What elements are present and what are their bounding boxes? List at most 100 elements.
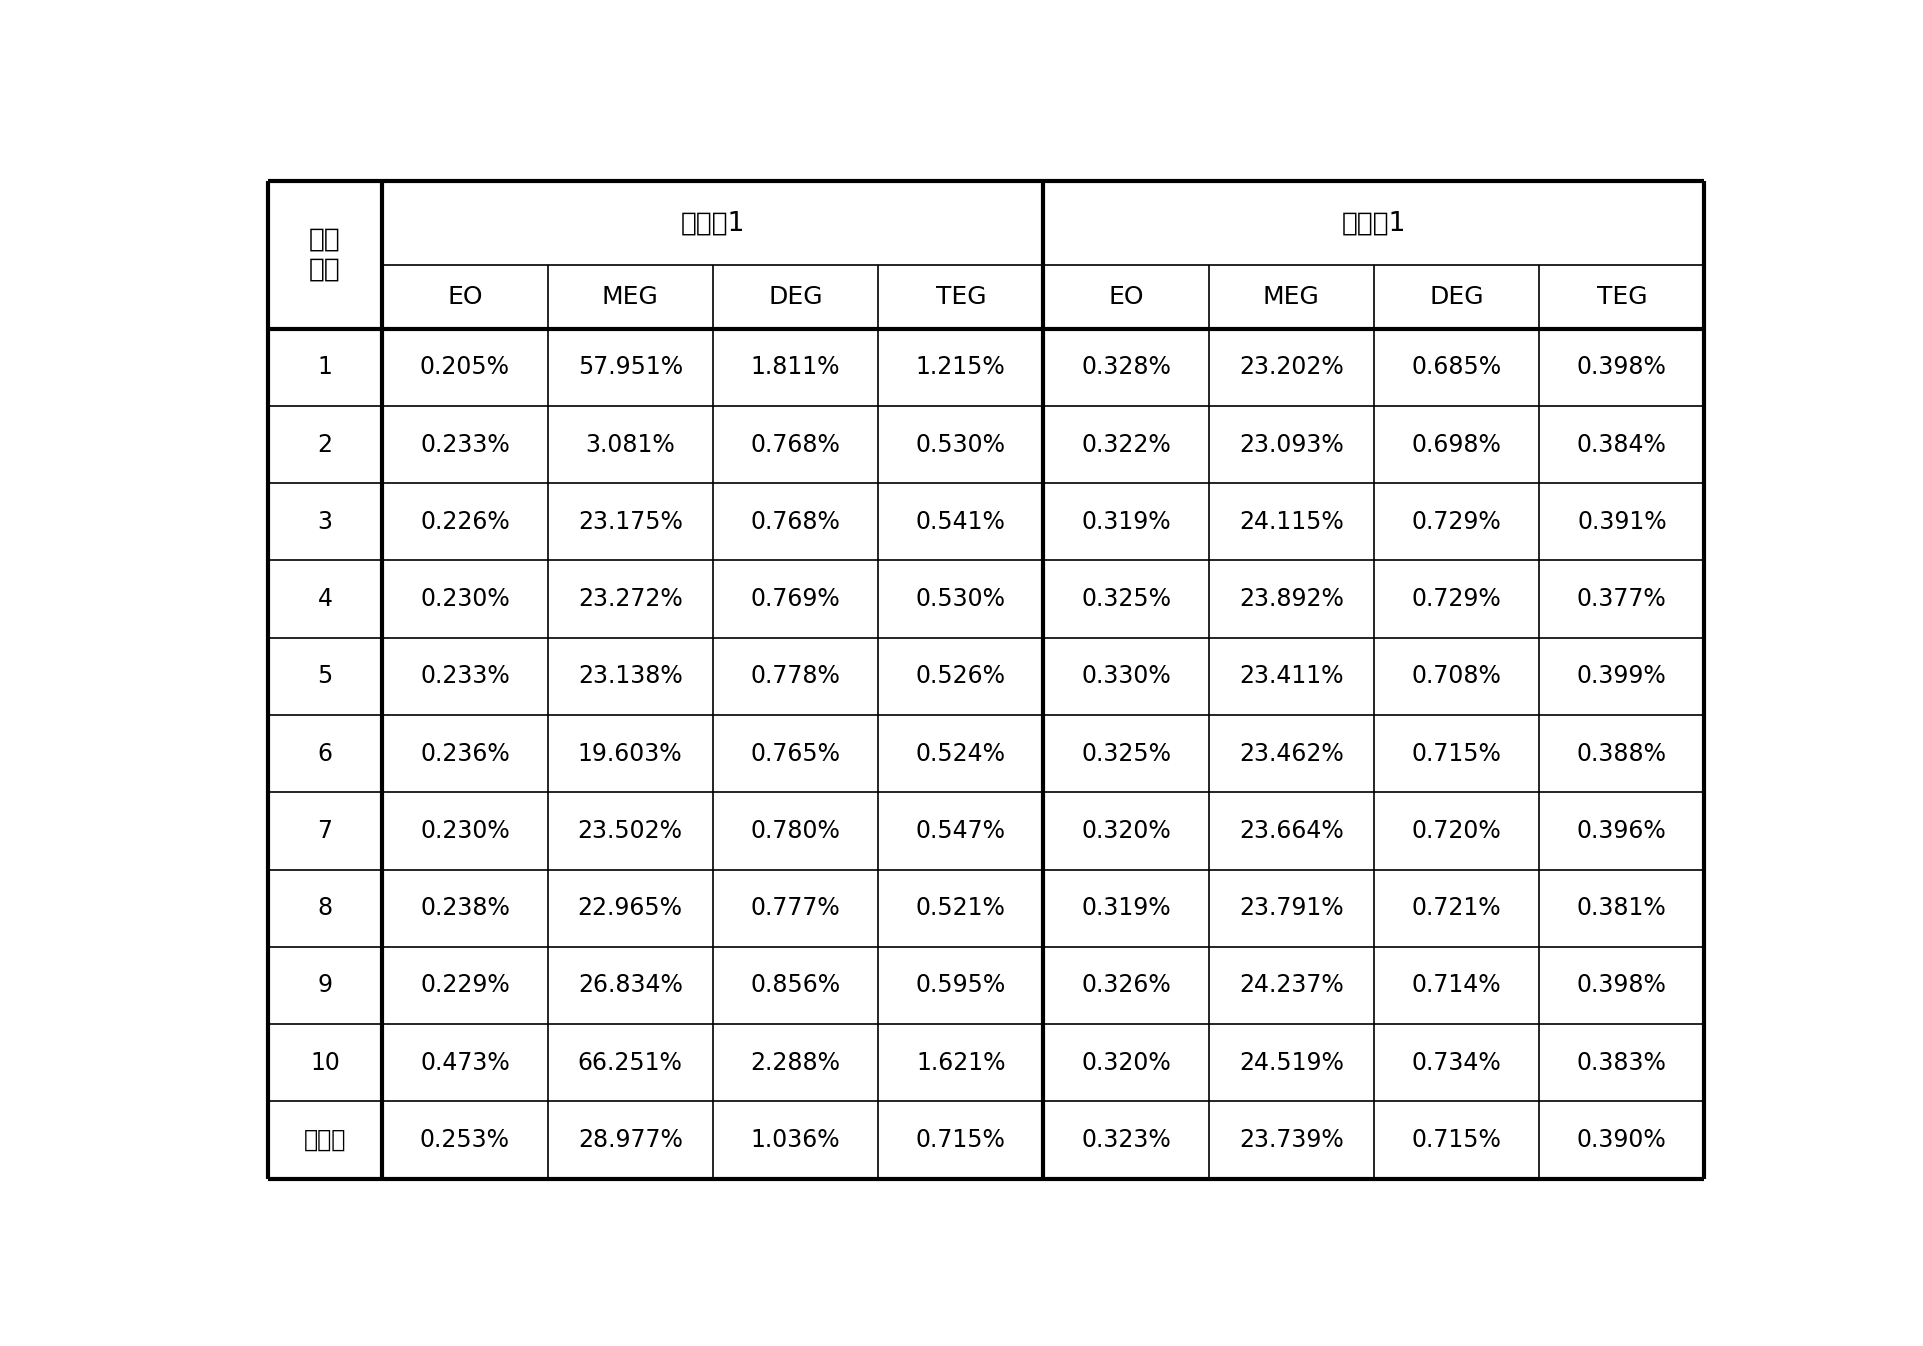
Text: EO: EO: [1108, 285, 1142, 310]
Text: 2.288%: 2.288%: [750, 1051, 840, 1074]
Text: 1.621%: 1.621%: [915, 1051, 1006, 1074]
Text: 66.251%: 66.251%: [577, 1051, 683, 1074]
Text: 9: 9: [317, 973, 333, 997]
Text: 0.715%: 0.715%: [1411, 742, 1500, 766]
Text: 24.519%: 24.519%: [1238, 1051, 1342, 1074]
Text: 24.237%: 24.237%: [1238, 973, 1342, 997]
Text: 0.319%: 0.319%: [1081, 896, 1171, 921]
Text: 0.780%: 0.780%: [750, 818, 840, 843]
Text: 0.377%: 0.377%: [1577, 587, 1665, 611]
Text: 0.714%: 0.714%: [1411, 973, 1500, 997]
Text: 0.396%: 0.396%: [1577, 818, 1665, 843]
Text: 0.530%: 0.530%: [915, 432, 1006, 456]
Text: 1: 1: [317, 355, 333, 380]
Text: 0.729%: 0.729%: [1411, 510, 1500, 534]
Text: 进样
序号: 进样 序号: [310, 226, 340, 283]
Text: 0.325%: 0.325%: [1081, 742, 1171, 766]
Text: 23.093%: 23.093%: [1238, 432, 1342, 456]
Text: 0.778%: 0.778%: [750, 665, 840, 688]
Text: 0.398%: 0.398%: [1577, 355, 1665, 380]
Text: 0.323%: 0.323%: [1081, 1128, 1171, 1152]
Text: 0.721%: 0.721%: [1411, 896, 1500, 921]
Text: 0.326%: 0.326%: [1081, 973, 1171, 997]
Text: 0.253%: 0.253%: [419, 1128, 510, 1152]
Text: 0.524%: 0.524%: [915, 742, 1006, 766]
Text: 0.399%: 0.399%: [1577, 665, 1665, 688]
Text: 24.115%: 24.115%: [1238, 510, 1342, 534]
Text: 0.322%: 0.322%: [1081, 432, 1171, 456]
Text: 23.791%: 23.791%: [1238, 896, 1342, 921]
Text: TEG: TEG: [935, 285, 985, 310]
Text: 0.391%: 0.391%: [1577, 510, 1665, 534]
Text: 0.521%: 0.521%: [915, 896, 1006, 921]
Text: MEG: MEG: [1261, 285, 1319, 310]
Text: 6: 6: [317, 742, 333, 766]
Text: 0.720%: 0.720%: [1411, 818, 1500, 843]
Text: 0.530%: 0.530%: [915, 587, 1006, 611]
Text: 0.715%: 0.715%: [1411, 1128, 1500, 1152]
Text: TEG: TEG: [1596, 285, 1646, 310]
Text: 7: 7: [317, 818, 333, 843]
Text: 1.036%: 1.036%: [750, 1128, 840, 1152]
Text: 0.238%: 0.238%: [419, 896, 510, 921]
Text: 0.473%: 0.473%: [419, 1051, 510, 1074]
Text: 57.951%: 57.951%: [577, 355, 683, 380]
Text: 0.777%: 0.777%: [750, 896, 840, 921]
Text: 0.398%: 0.398%: [1577, 973, 1665, 997]
Text: 实施例1: 实施例1: [1340, 210, 1406, 236]
Text: 0.541%: 0.541%: [915, 510, 1006, 534]
Text: 26.834%: 26.834%: [577, 973, 683, 997]
Text: 23.411%: 23.411%: [1238, 665, 1342, 688]
Text: 0.325%: 0.325%: [1081, 587, 1171, 611]
Text: 0.226%: 0.226%: [419, 510, 510, 534]
Text: 1.215%: 1.215%: [915, 355, 1006, 380]
Text: 28.977%: 28.977%: [577, 1128, 683, 1152]
Text: 23.175%: 23.175%: [577, 510, 683, 534]
Text: DEG: DEG: [767, 285, 823, 310]
Text: 2: 2: [317, 432, 333, 456]
Text: 23.138%: 23.138%: [577, 665, 683, 688]
Text: 0.233%: 0.233%: [419, 432, 510, 456]
Text: 23.272%: 23.272%: [577, 587, 683, 611]
Text: 0.328%: 0.328%: [1081, 355, 1171, 380]
Text: 10: 10: [310, 1051, 340, 1074]
Text: 23.202%: 23.202%: [1238, 355, 1342, 380]
Text: 0.205%: 0.205%: [419, 355, 510, 380]
Text: 0.383%: 0.383%: [1577, 1051, 1665, 1074]
Text: 23.502%: 23.502%: [577, 818, 683, 843]
Text: 0.230%: 0.230%: [419, 818, 510, 843]
Text: MEG: MEG: [602, 285, 658, 310]
Text: 0.381%: 0.381%: [1577, 896, 1665, 921]
Text: 0.856%: 0.856%: [750, 973, 840, 997]
Text: EO: EO: [446, 285, 483, 310]
Text: 0.547%: 0.547%: [915, 818, 1006, 843]
Text: 5: 5: [317, 665, 333, 688]
Text: DEG: DEG: [1429, 285, 1483, 310]
Text: 23.892%: 23.892%: [1238, 587, 1342, 611]
Text: 0.320%: 0.320%: [1081, 1051, 1171, 1074]
Text: 0.230%: 0.230%: [419, 587, 510, 611]
Text: 1.811%: 1.811%: [750, 355, 840, 380]
Text: 0.729%: 0.729%: [1411, 587, 1500, 611]
Text: 0.685%: 0.685%: [1411, 355, 1500, 380]
Text: 0.384%: 0.384%: [1577, 432, 1665, 456]
Text: 23.462%: 23.462%: [1238, 742, 1342, 766]
Text: 22.965%: 22.965%: [577, 896, 683, 921]
Text: 0.595%: 0.595%: [915, 973, 1006, 997]
Text: 0.320%: 0.320%: [1081, 818, 1171, 843]
Text: 0.768%: 0.768%: [750, 432, 840, 456]
Text: 比较例1: 比较例1: [681, 210, 744, 236]
Text: 0.236%: 0.236%: [419, 742, 510, 766]
Text: 23.664%: 23.664%: [1238, 818, 1342, 843]
Text: 3.081%: 3.081%: [585, 432, 675, 456]
Text: 0.233%: 0.233%: [419, 665, 510, 688]
Text: 3: 3: [317, 510, 333, 534]
Text: 0.765%: 0.765%: [750, 742, 840, 766]
Text: 平均值: 平均值: [304, 1128, 346, 1152]
Text: 0.388%: 0.388%: [1577, 742, 1665, 766]
Text: 0.708%: 0.708%: [1411, 665, 1500, 688]
Text: 23.739%: 23.739%: [1238, 1128, 1342, 1152]
Text: 0.769%: 0.769%: [750, 587, 840, 611]
Text: 0.698%: 0.698%: [1411, 432, 1500, 456]
Text: 0.715%: 0.715%: [915, 1128, 1006, 1152]
